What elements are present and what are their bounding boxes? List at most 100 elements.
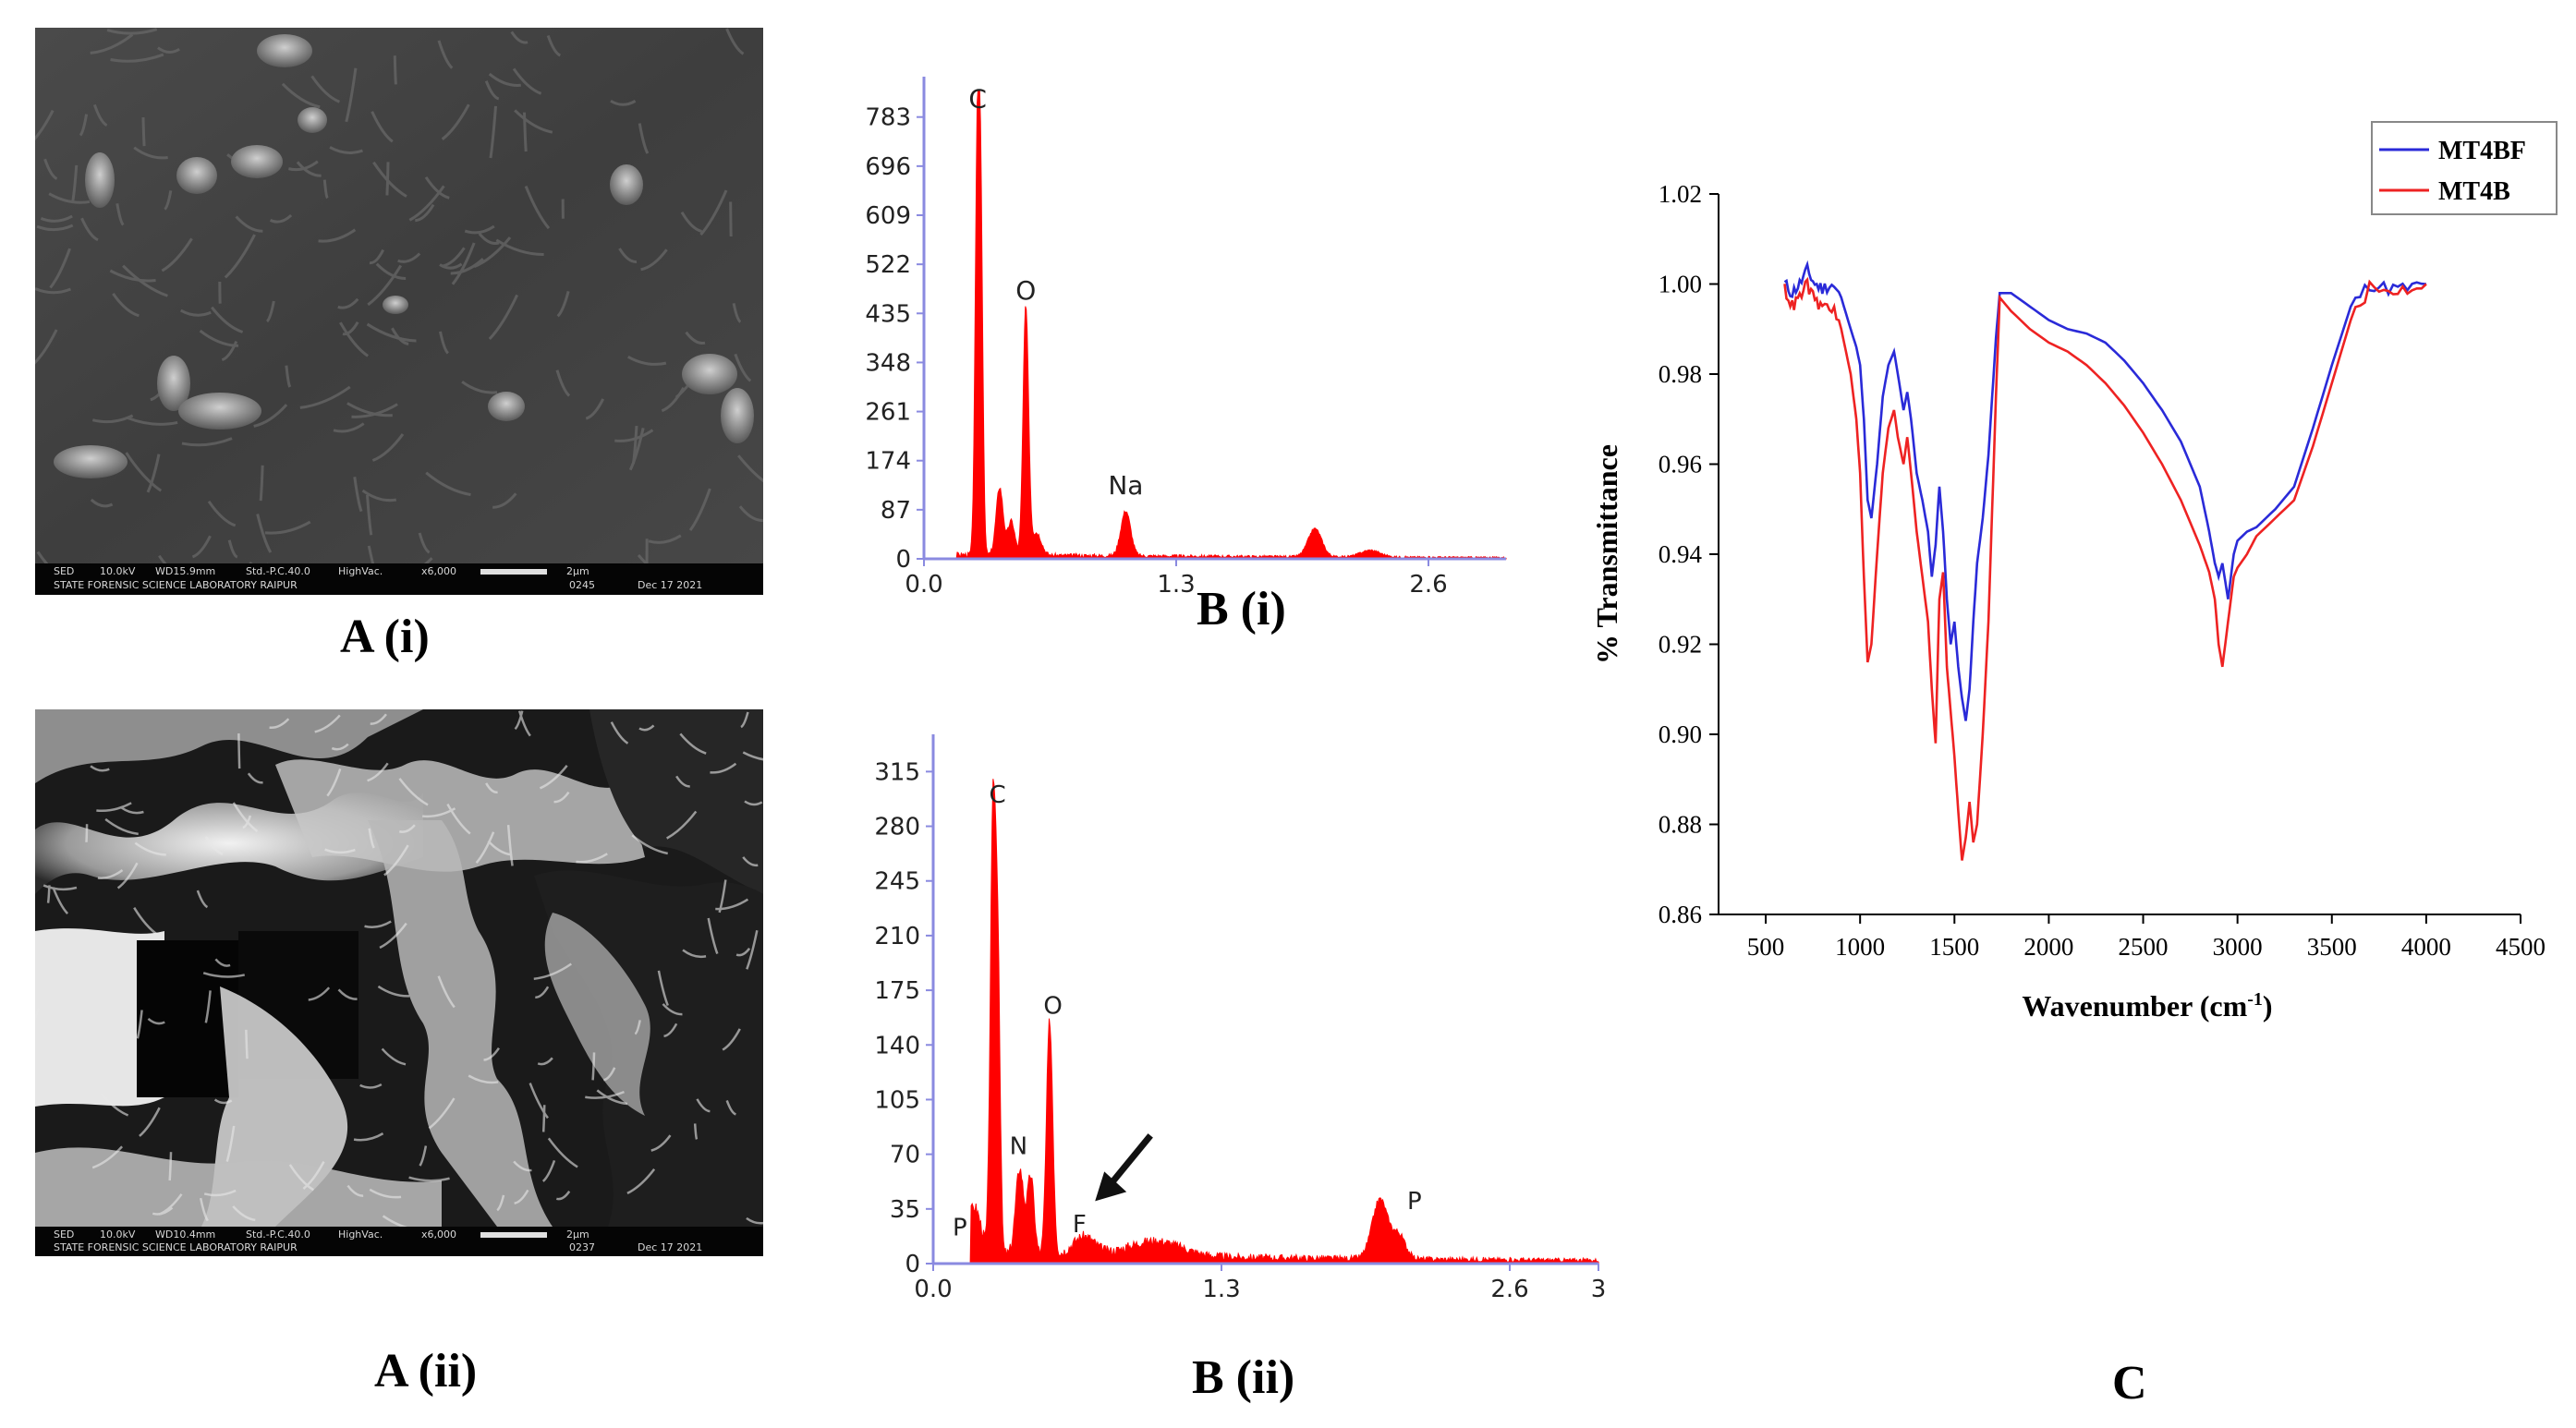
sem-flake bbox=[735, 947, 751, 957]
sem-ridge bbox=[221, 340, 238, 362]
sem-flake bbox=[722, 1028, 741, 1051]
sem-ridge bbox=[685, 331, 706, 345]
sem-flake bbox=[242, 815, 252, 829]
sem-ridge bbox=[488, 294, 519, 341]
sem-voltage: 10.0kV bbox=[100, 565, 136, 577]
sem-ridge bbox=[640, 248, 668, 272]
sem-ridge bbox=[556, 291, 570, 318]
sem-ridge bbox=[688, 488, 711, 532]
sem-flake bbox=[196, 889, 209, 909]
y-tick-label: 105 bbox=[874, 1086, 920, 1114]
y-tick-label: 87 bbox=[881, 497, 911, 525]
sem-ridge bbox=[337, 297, 359, 309]
sem-flake bbox=[682, 949, 707, 959]
sem-ridge bbox=[464, 224, 495, 235]
sem-flake bbox=[331, 743, 349, 751]
x-tick-label: 4500 bbox=[2496, 933, 2546, 961]
sem-ridge bbox=[699, 189, 728, 236]
y-tick-label: 522 bbox=[865, 251, 911, 279]
sem-ridge bbox=[310, 75, 341, 103]
sem-flake bbox=[539, 765, 568, 790]
sem-image-a-ii: SED 10.0kV WD10.4mm Std.-P.C.40.0 HighVa… bbox=[35, 709, 763, 1256]
sem-ridge bbox=[109, 269, 156, 283]
sem-ridge bbox=[35, 329, 58, 365]
sem-flake bbox=[133, 907, 159, 937]
sem-flake bbox=[288, 1164, 315, 1192]
sem-vac: HighVac. bbox=[338, 565, 383, 577]
x-tick-label: 0.0 bbox=[905, 571, 942, 599]
y-tick-label: 609 bbox=[865, 202, 911, 230]
y-axis-label: % Transmittance bbox=[1590, 444, 1623, 664]
sem-flake bbox=[368, 828, 375, 849]
sem-ridge bbox=[661, 387, 686, 413]
legend-label: MT4B bbox=[2438, 177, 2510, 206]
sem-ridge bbox=[627, 355, 667, 366]
sem-flake bbox=[46, 885, 51, 903]
peak-label: C bbox=[968, 83, 987, 114]
sem-id: 0245 bbox=[569, 579, 595, 591]
sem-ridge bbox=[164, 190, 173, 211]
x-tick-label: 1.3 bbox=[1202, 1276, 1240, 1303]
y-tick-label: 280 bbox=[874, 814, 920, 841]
sem-ridge bbox=[43, 158, 58, 180]
caption-b-ii: B (ii) bbox=[1192, 1351, 1295, 1404]
y-tick-label: 210 bbox=[874, 923, 920, 950]
sem-ridge bbox=[346, 402, 393, 418]
y-tick-label: 1.02 bbox=[1659, 180, 1702, 208]
y-tick-label: 0.94 bbox=[1659, 540, 1703, 568]
sem-ridge bbox=[510, 30, 529, 44]
sem-flake bbox=[232, 802, 259, 833]
sem-flake bbox=[134, 841, 166, 856]
eds-chart-b-i: 0 87 174 261 348 435 522 609 696 783 0.0 1.3 2.6 C O Na bbox=[865, 77, 1507, 599]
sem-ridge bbox=[450, 258, 484, 275]
sem-flake bbox=[97, 868, 124, 879]
sem-scalebar bbox=[480, 1232, 547, 1238]
sem-ridge bbox=[418, 532, 431, 554]
sem-flake bbox=[547, 1137, 578, 1168]
sem-ridge bbox=[628, 428, 645, 471]
sem-ridge bbox=[157, 46, 180, 54]
sem-flake bbox=[742, 751, 763, 761]
sem-image-a-i: SED 10.0kV WD15.9mm Std.-P.C.40.0 HighVa… bbox=[35, 28, 763, 595]
sem-info-bar: SED 10.0kV WD10.4mm Std.-P.C.40.0 HighVa… bbox=[35, 1227, 763, 1256]
sem-ridge bbox=[366, 322, 417, 343]
sem-ridge bbox=[484, 80, 500, 101]
sem-flake bbox=[370, 713, 387, 725]
sem-ridge bbox=[546, 34, 562, 57]
sem-ridge bbox=[91, 414, 134, 424]
sem-flake bbox=[428, 1097, 456, 1130]
sem-ridge bbox=[79, 114, 89, 137]
sem-flake bbox=[475, 831, 495, 864]
sem-flake bbox=[715, 898, 749, 911]
sem-ridge bbox=[112, 293, 140, 318]
sem-ridge bbox=[199, 329, 239, 347]
sem-flake bbox=[364, 920, 392, 928]
x-tick-label: 0.0 bbox=[914, 1276, 952, 1303]
sem-flake bbox=[603, 1067, 616, 1082]
sem-ridge bbox=[127, 417, 178, 426]
sem-ridge bbox=[367, 545, 375, 563]
sem-ridge bbox=[158, 554, 167, 563]
sem-flake bbox=[269, 718, 290, 730]
sem-ridge bbox=[141, 117, 146, 147]
sem-ridge bbox=[512, 67, 542, 95]
sem-ridge bbox=[345, 67, 358, 123]
sem-flake bbox=[202, 972, 246, 978]
sem-texture-rough bbox=[35, 709, 763, 1227]
sem-flake bbox=[437, 975, 456, 1009]
sem-flake bbox=[43, 884, 78, 891]
sem-flake bbox=[369, 1188, 402, 1199]
sem-flake bbox=[740, 711, 749, 729]
sem-flake bbox=[576, 853, 608, 864]
sem-flake bbox=[718, 879, 727, 914]
sem-flake bbox=[377, 985, 410, 998]
sem-ridge bbox=[191, 535, 212, 559]
x-tick-label: 500 bbox=[1747, 933, 1785, 961]
y-tick-label: 1.00 bbox=[1659, 271, 1702, 298]
caption-a-ii: A (ii) bbox=[374, 1345, 478, 1398]
sem-mag: x6,000 bbox=[421, 1228, 457, 1240]
sem-ridge bbox=[495, 238, 544, 256]
sem-ridge bbox=[524, 186, 551, 230]
y-tick-label: 261 bbox=[865, 399, 911, 427]
sem-ridge bbox=[329, 146, 363, 154]
